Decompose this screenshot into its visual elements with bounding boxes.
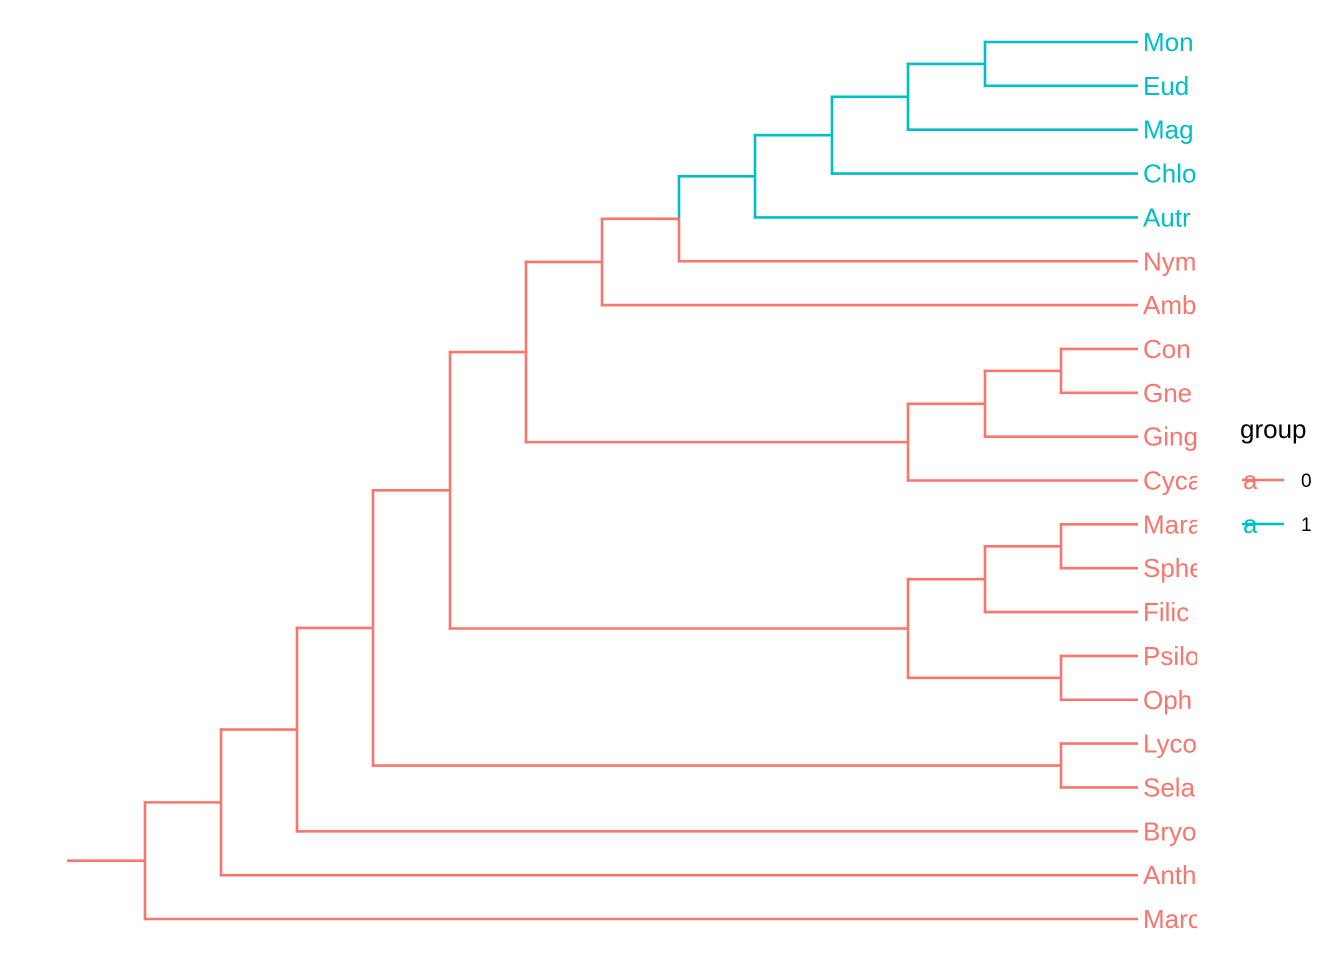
legend-label-1: 1: [1301, 515, 1312, 536]
tip-label: Anth: [1143, 860, 1197, 890]
tip-label: Mon: [1143, 27, 1194, 57]
tip-label: Sela: [1143, 772, 1196, 802]
tip-label: Lyco: [1143, 729, 1197, 759]
tip-label: Nym: [1143, 246, 1196, 276]
tip-label: Amb: [1143, 290, 1196, 320]
legend-title: group: [1240, 414, 1307, 444]
tip-label: Ging: [1143, 422, 1198, 452]
legend-label-0: 0: [1301, 471, 1312, 492]
tip-label: Sphe: [1143, 553, 1204, 583]
tip-labels: Mon Eud Mag Chlo Autr Nym Amb Con Gne Ging Cyca Mar…: [1143, 27, 1204, 934]
tip-label: Con: [1143, 334, 1191, 364]
tip-label: Oph: [1143, 685, 1192, 715]
tip-label: Chlo: [1143, 159, 1196, 189]
tip-label: Mag: [1143, 115, 1194, 145]
tip-label: Eud: [1143, 71, 1189, 101]
tip-label: Marc: [1143, 904, 1201, 934]
tip-label: Psilo: [1143, 641, 1199, 671]
legend-item-1: a 1: [1242, 509, 1312, 539]
legend: group a 0 a 1: [1240, 414, 1312, 539]
tip-label: Cyca: [1143, 466, 1203, 496]
tip-label: Mara: [1143, 509, 1203, 539]
tip-label: Bryo: [1143, 816, 1196, 846]
legend-item-0: a 0: [1242, 465, 1312, 495]
tip-label: Autr: [1143, 202, 1191, 232]
legend-key-glyph-0: a: [1243, 465, 1258, 495]
tree-branches: [67, 40, 1138, 921]
tip-label: Filic: [1143, 597, 1189, 627]
legend-key-glyph-1: a: [1243, 509, 1258, 539]
tip-label: Gne: [1143, 378, 1192, 408]
